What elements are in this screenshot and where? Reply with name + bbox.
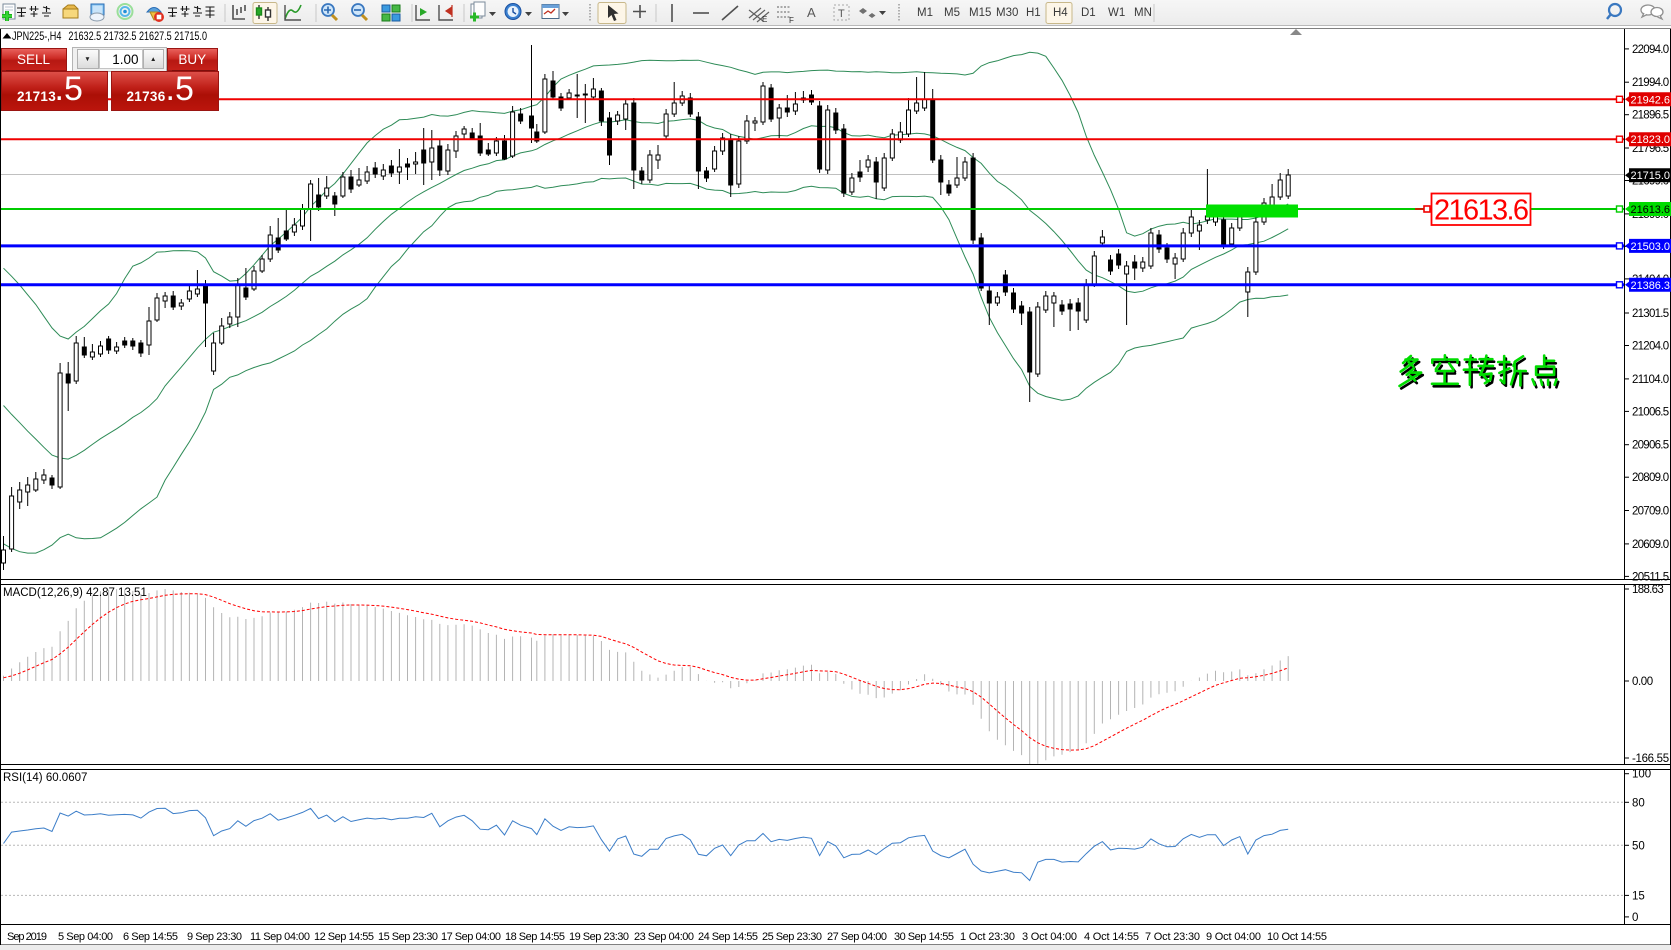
svg-text:A: A [807,5,816,20]
svg-text:12 Sep 14:55: 12 Sep 14:55 [314,931,374,943]
svg-text:M1: M1 [917,7,933,19]
svg-text:21503.0: 21503.0 [1631,241,1671,253]
svg-text:80: 80 [1632,797,1645,809]
svg-text:50: 50 [1632,840,1645,852]
svg-text:15 Sep 23:30: 15 Sep 23:30 [378,931,438,943]
svg-text:30 Sep 14:55: 30 Sep 14:55 [894,931,954,943]
svg-text:T: T [838,8,845,20]
svg-text:4 Oct 14:55: 4 Oct 14:55 [1084,931,1139,943]
svg-text:M15: M15 [969,7,991,19]
svg-text:6 Sep 14:55: 6 Sep 14:55 [123,931,178,943]
svg-text:0.00: 0.00 [1632,676,1653,688]
svg-text:18 Sep 14:55: 18 Sep 14:55 [505,931,565,943]
svg-text:188.63: 188.63 [1632,584,1664,596]
svg-text:21715.0: 21715.0 [1631,170,1671,182]
svg-text:21204.0: 21204.0 [1632,341,1669,353]
svg-text:10 Oct 14:55: 10 Oct 14:55 [1267,931,1327,943]
svg-text:5 Sep 04:00: 5 Sep 04:00 [58,931,113,943]
svg-text:-166.55: -166.55 [1632,753,1669,765]
svg-text:21942.6: 21942.6 [1631,94,1671,106]
svg-text:22094.0: 22094.0 [1632,44,1669,56]
svg-text:M30: M30 [996,7,1018,19]
svg-text:RSI(14) 60.0607: RSI(14) 60.0607 [3,772,87,784]
svg-text:W1: W1 [1108,7,1125,19]
svg-text:MN: MN [1134,7,1152,19]
svg-text:21613.6: 21613.6 [1631,204,1671,216]
svg-text:100: 100 [1632,769,1651,781]
svg-text:9 Sep 23:30: 9 Sep 23:30 [187,931,242,943]
svg-text:1 Oct 23:30: 1 Oct 23:30 [960,931,1015,943]
svg-text:24 Sep 14:55: 24 Sep 14:55 [698,931,758,943]
svg-text:H4: H4 [1053,7,1068,19]
svg-text:20906.5: 20906.5 [1632,440,1669,452]
svg-text:F: F [789,16,794,25]
svg-text:20709.0: 20709.0 [1632,506,1669,518]
svg-text:21613.6: 21613.6 [1434,195,1529,227]
svg-text:21386.3: 21386.3 [1631,280,1671,292]
svg-text:H1: H1 [1026,7,1041,19]
svg-text:20809.0: 20809.0 [1632,472,1669,484]
svg-text:11 Sep 04:00: 11 Sep 04:00 [250,931,310,943]
svg-text:3 Oct 04:00: 3 Oct 04:00 [1022,931,1077,943]
svg-text:25 Sep 23:30: 25 Sep 23:30 [762,931,822,943]
svg-text:21006.5: 21006.5 [1632,406,1669,418]
svg-text:0: 0 [1632,912,1638,924]
svg-text:23 Sep 04:00: 23 Sep 04:00 [634,931,694,943]
svg-text:21104.0: 21104.0 [1632,374,1669,386]
svg-text:21301.5: 21301.5 [1632,308,1669,320]
svg-text:Sep 2019: Sep 2019 [7,931,47,943]
svg-text:20511.5: 20511.5 [1632,571,1669,583]
svg-text:27 Sep 04:00: 27 Sep 04:00 [827,931,887,943]
svg-text:19 Sep 23:30: 19 Sep 23:30 [569,931,629,943]
svg-text:JPN225-,H4 21632.5 21732.5 21: JPN225-,H4 21632.5 21732.5 21627.5 21715… [12,29,207,43]
svg-text:M5: M5 [944,7,960,19]
svg-text:21823.0: 21823.0 [1631,134,1671,146]
svg-text:15: 15 [1632,890,1645,902]
svg-text:E: E [762,15,767,24]
svg-text:21994.0: 21994.0 [1632,77,1669,89]
svg-text:9 Oct 04:00: 9 Oct 04:00 [1206,931,1261,943]
svg-text:17 Sep 04:00: 17 Sep 04:00 [441,931,501,943]
svg-text:MACD(12,26,9) 42.87 13.51: MACD(12,26,9) 42.87 13.51 [3,587,147,599]
svg-text:21896.5: 21896.5 [1632,110,1669,122]
svg-text:20609.0: 20609.0 [1632,539,1669,551]
svg-text:D1: D1 [1081,7,1096,19]
svg-text:7 Oct 23:30: 7 Oct 23:30 [1145,931,1200,943]
